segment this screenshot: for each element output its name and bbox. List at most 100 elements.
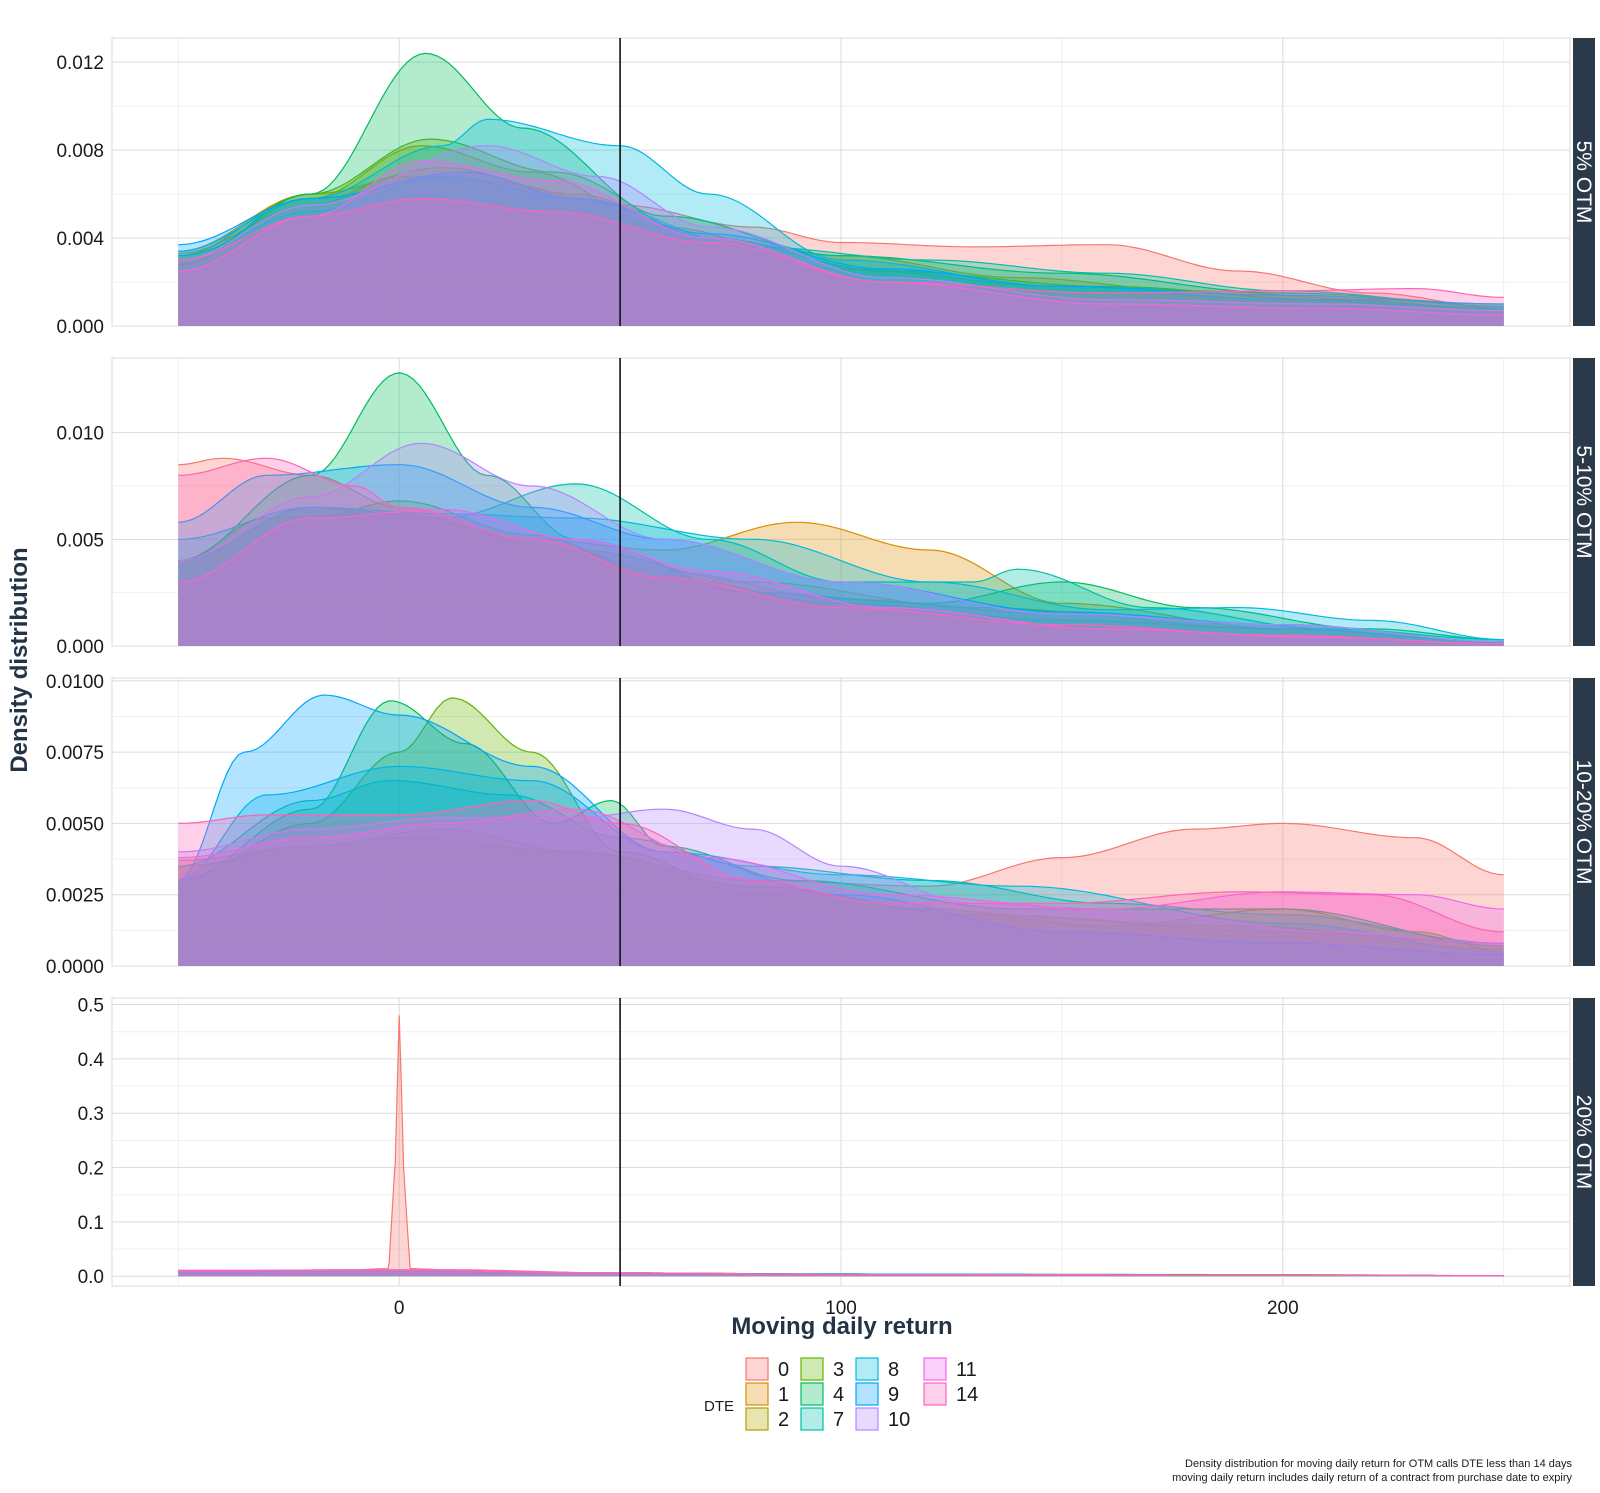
facet-panel: 0.0000 0.0025 0.0050 0.0075 0.0100 10-20% OTM	[46, 672, 1595, 978]
legend-swatch	[923, 1382, 947, 1406]
density-area-dte-8	[178, 119, 1504, 326]
density-area-dte-14	[178, 198, 1504, 326]
density-line-dte-14	[178, 457, 1504, 645]
legend-label: 9	[888, 1384, 899, 1406]
y-tick-label: 0.0000	[46, 957, 104, 978]
density-area-dte-2	[178, 145, 1504, 326]
density-line-dte-4	[178, 372, 1504, 641]
caption: Density distribution for moving daily re…	[1172, 1458, 1572, 1484]
y-tick-label: 0.0	[78, 1267, 104, 1288]
y-tick-label: 0.010	[56, 424, 104, 445]
legend-item-dte-9: 9	[855, 1382, 899, 1406]
density-line-dte-7	[178, 780, 1504, 944]
y-tick-label: 0.0050	[46, 814, 104, 835]
y-tick-label: 0.004	[56, 229, 104, 250]
legend-title: DTE	[704, 1398, 734, 1415]
y-tick-label: 0.005	[56, 530, 104, 551]
density-line-dte-10	[178, 808, 1504, 944]
legend-item-dte-3: 3	[800, 1357, 844, 1381]
density-area-dte-2	[178, 507, 1504, 646]
legend: DTE 0 1 2 3 4 7 8 9 10 11 14	[704, 1357, 978, 1431]
density-line-dte-0	[178, 175, 1504, 309]
density-area-dte-14	[178, 458, 1504, 646]
facet-strip-label: 20% OTM	[1572, 1095, 1595, 1190]
y-tick-label: 0.0025	[46, 886, 104, 907]
legend-item-dte-7: 7	[800, 1407, 844, 1431]
density-line-dte-8	[178, 765, 1504, 953]
legend-swatch	[855, 1382, 879, 1406]
density-line-dte-10	[178, 145, 1504, 312]
legend-swatch	[745, 1382, 769, 1406]
facet-strip-label: 10-20% OTM	[1572, 760, 1595, 885]
density-line-dte-11	[178, 808, 1504, 910]
density-area-dte-14	[178, 800, 1504, 966]
density-area-dte-10	[178, 443, 1504, 646]
x-axis-title: Moving daily return	[731, 1313, 952, 1340]
legend-swatch	[745, 1407, 769, 1431]
legend-item-dte-14: 14	[923, 1382, 978, 1406]
legend-label: 14	[956, 1384, 978, 1406]
density-line-dte-4	[178, 700, 1504, 947]
y-tick-label: 0.012	[56, 53, 104, 74]
density-area-dte-4	[178, 372, 1504, 646]
legend-label: 7	[833, 1409, 844, 1431]
density-line-dte-4	[178, 52, 1504, 305]
density-area-dte-4	[178, 53, 1504, 327]
density-line-dte-9	[178, 171, 1504, 305]
density-line-dte-14	[178, 197, 1504, 298]
facet-strip-label: 5-10% OTM	[1572, 445, 1595, 558]
density-area-dte-9	[178, 464, 1504, 646]
facet-panel: 0.000 0.005 0.010 5-10% OTM	[56, 357, 1595, 658]
legend-swatch	[923, 1357, 947, 1381]
density-area-dte-3	[178, 698, 1504, 966]
facet-strip	[1573, 38, 1595, 326]
y-tick-label: 0.0075	[46, 743, 104, 764]
legend-swatch	[800, 1357, 824, 1381]
legend-label: 3	[833, 1359, 844, 1381]
legend-label: 11	[956, 1359, 977, 1381]
legend-label: 0	[778, 1359, 789, 1381]
legend-label: 4	[833, 1384, 844, 1406]
y-tick-label: 0.3	[78, 1104, 104, 1125]
density-area-dte-9	[178, 172, 1504, 326]
density-area-dte-10	[178, 809, 1504, 966]
facet-panel: 0.000 0.004 0.008 0.012 5% OTM	[56, 37, 1595, 338]
legend-item-dte-2: 2	[745, 1407, 789, 1431]
legend-swatch	[855, 1407, 879, 1431]
density-line-dte-14	[178, 1269, 1504, 1277]
y-tick-label: 0.000	[56, 317, 104, 338]
caption-line-2: moving daily return includes daily retur…	[1172, 1472, 1572, 1484]
x-tick-label: 0	[394, 1298, 405, 1319]
legend-swatch	[855, 1357, 879, 1381]
density-area-dte-10	[178, 145, 1504, 326]
legend-swatch	[800, 1382, 824, 1406]
x-tick-label: 200	[1267, 1298, 1299, 1319]
facet-strip	[1573, 998, 1595, 1286]
density-line-dte-10	[178, 442, 1504, 643]
density-area-dte-11	[178, 509, 1504, 646]
density-area-dte-8	[178, 507, 1504, 646]
density-area-dte-0	[178, 458, 1504, 646]
legend-item-dte-0: 0	[745, 1357, 789, 1381]
density-line-dte-3	[178, 138, 1504, 309]
legend-swatch	[745, 1357, 769, 1381]
y-tick-label: 0.4	[78, 1050, 105, 1071]
facet-strip	[1573, 678, 1595, 966]
legend-swatch	[800, 1407, 824, 1431]
y-tick-label: 0.2	[78, 1159, 104, 1180]
density-area-dte-4	[178, 700, 1504, 966]
y-tick-label: 0.1	[78, 1213, 104, 1234]
x-tick-label: 100	[825, 1298, 857, 1319]
legend-label: 10	[888, 1409, 910, 1431]
y-axis-title: Density distribution	[6, 547, 33, 772]
y-tick-label: 0.000	[56, 637, 104, 658]
y-tick-label: 0.0100	[46, 672, 104, 693]
legend-item-dte-10: 10	[855, 1407, 910, 1431]
density-area-dte-9	[178, 695, 1504, 966]
caption-line-1: Density distribution for moving daily re…	[1185, 1458, 1572, 1470]
legend-item-dte-4: 4	[800, 1382, 844, 1406]
legend-label: 8	[888, 1359, 899, 1381]
facet-panel: 0.0 0.1 0.2 0.3 0.4 0.5 20% OTM	[78, 996, 1595, 1288]
